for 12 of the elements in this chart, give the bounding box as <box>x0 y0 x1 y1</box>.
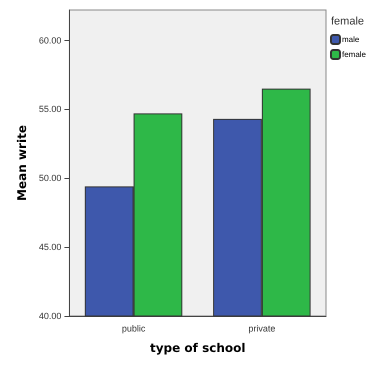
y-tick-label: 40.00 <box>38 311 62 321</box>
y-tick-label: 45.00 <box>38 242 62 252</box>
y-tick-label: 60.00 <box>38 35 62 46</box>
x-tick-label: public <box>122 324 146 334</box>
y-tick-label: 50.00 <box>38 173 62 184</box>
legend-label: male <box>342 35 360 44</box>
legend-label: female <box>342 50 367 59</box>
x-tick-label: private <box>248 324 276 334</box>
x-axis-title: type of school <box>150 341 246 355</box>
y-tick-label: 55.00 <box>38 104 62 114</box>
y-axis-title: Mean write <box>15 125 29 201</box>
legend-title: female <box>330 16 364 28</box>
